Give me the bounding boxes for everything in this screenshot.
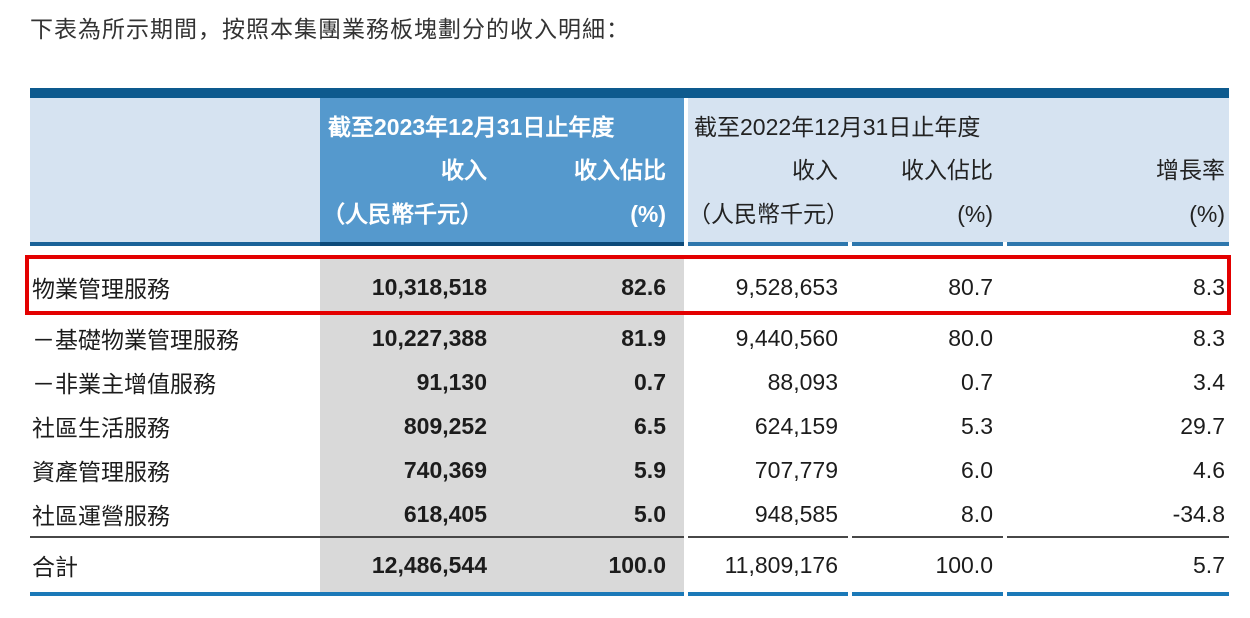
period-2022-label: 截至2022年12月31日止年度 — [694, 114, 981, 140]
unit-2023-share: (%) — [630, 201, 666, 227]
col-growth: 增長率 — [1156, 157, 1225, 183]
unit-2022-revenue: （人民幣千元） — [688, 201, 849, 227]
unit-2022-share: (%) — [957, 201, 993, 227]
table-row-property-management: 物業管理服務 10,318,518 82.6 9,528,653 80.7 8.… — [32, 273, 1225, 303]
table-footer: 合計 12,486,544 100.0 11,809,176 100.0 5.7 — [30, 538, 1229, 592]
revenue-segment-table: 截至2023年12月31日止年度 截至2022年12月31日止年度 收入 收入佔… — [25, 88, 1231, 598]
table-row-basic-property-management: －基礎物業管理服務 10,227,388 81.9 9,440,560 80.0… — [32, 324, 1225, 354]
header-2022-bg — [688, 98, 1229, 242]
col-2022-revenue: 收入 — [792, 157, 838, 183]
unit-2023-revenue: （人民幣千元） — [322, 201, 483, 227]
table-top-bar — [30, 88, 1229, 98]
table-row-non-owner-vas: －非業主增值服務 91,130 0.7 88,093 0.7 3.4 — [32, 368, 1225, 398]
header-label-bg — [30, 98, 320, 242]
table-row-community-operation: 社區運營服務 618,405 5.0 948,585 8.0 -34.8 — [32, 500, 1225, 530]
col-2023-revenue: 收入 — [441, 157, 487, 183]
table-row-community-living: 社區生活服務 809,252 6.5 624,159 5.3 29.7 — [32, 412, 1225, 442]
column-header-row: 收入 收入佔比 收入 收入佔比 增長率 — [30, 154, 1229, 186]
col-2023-share: 收入佔比 — [574, 157, 666, 183]
header-2023-bg — [320, 98, 684, 242]
unit-header-row: （人民幣千元） (%) （人民幣千元） (%) (%) — [30, 198, 1229, 230]
unit-growth: (%) — [1189, 201, 1225, 227]
header-spacer — [30, 198, 320, 230]
table-row-asset-management: 資產管理服務 740,369 5.9 707,779 6.0 4.6 — [32, 456, 1225, 486]
header-spacer — [30, 154, 320, 186]
col-2022-share: 收入佔比 — [901, 157, 993, 183]
intro-text: 下表為所示期間，按照本集團業務板塊劃分的收入明細： — [30, 16, 630, 42]
period-2023-label: 截至2023年12月31日止年度 — [328, 114, 615, 140]
table-row-total: 合計 12,486,544 100.0 11,809,176 100.0 5.7 — [32, 551, 1225, 581]
table-body: 物業管理服務 10,318,518 82.6 9,528,653 80.7 8.… — [30, 258, 1229, 536]
